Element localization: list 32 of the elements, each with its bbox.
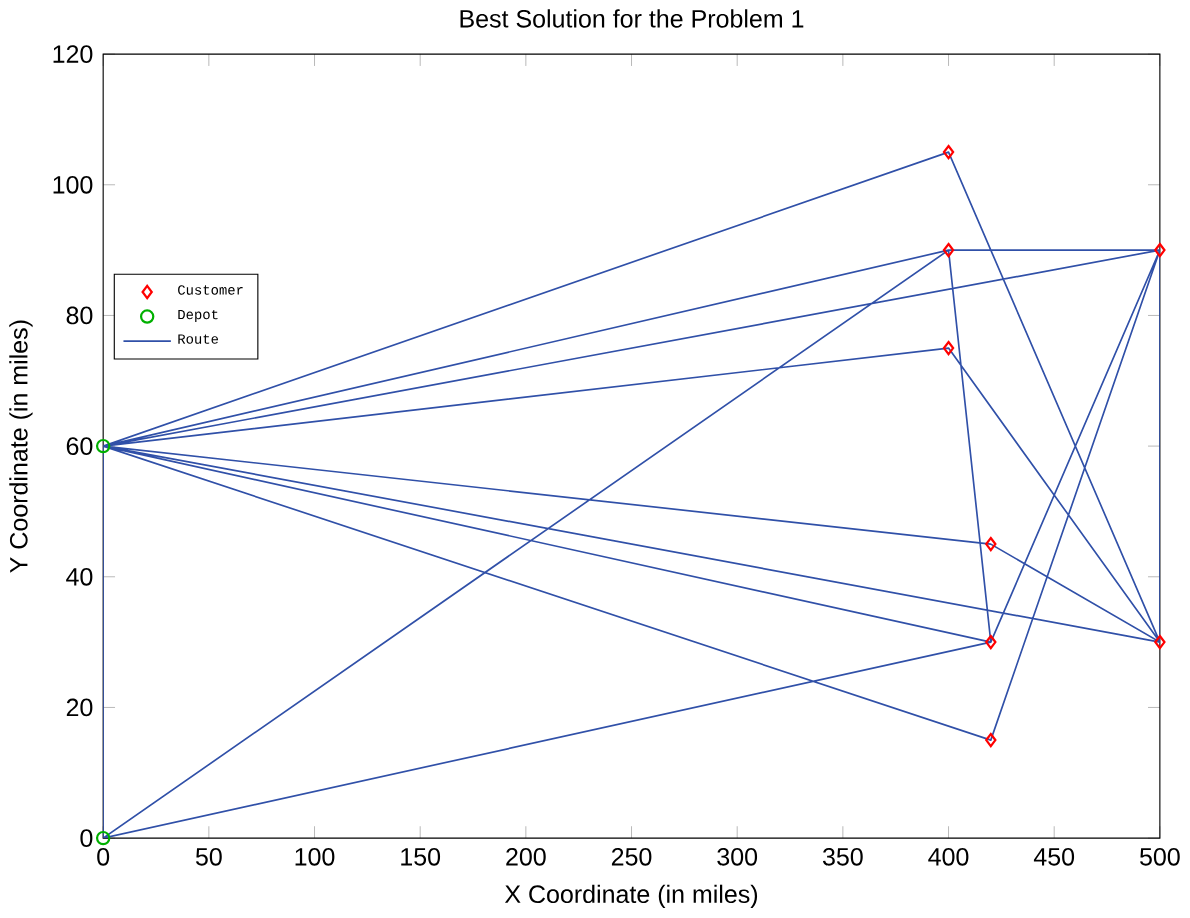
point [985, 635, 997, 650]
y-axis-title: Y Coordinate (in miles) [9, 320, 33, 574]
x-tick-label: 250 [611, 848, 652, 867]
point [1154, 635, 1166, 650]
y-tick-label: 120 [53, 45, 93, 64]
x-tick-label: 400 [928, 848, 969, 867]
x-tick-label: 200 [506, 848, 546, 867]
point [942, 243, 955, 258]
point [942, 341, 955, 356]
x-tick-label: 0 [97, 848, 110, 867]
y-tick-label: 100 [53, 176, 93, 195]
x-tick-label: 450 [1033, 848, 1075, 867]
point [95, 831, 111, 846]
point [985, 537, 997, 552]
point [95, 439, 111, 454]
x-tick-label: 50 [195, 848, 222, 867]
y-tick-label: 0 [80, 829, 93, 848]
x-axis-title: X Coordinate (in miles) [504, 885, 758, 909]
y-tick-label: 20 [66, 698, 93, 717]
y-tick-label: 40 [66, 568, 93, 587]
x-tick-label: 300 [717, 848, 758, 867]
point [942, 145, 955, 160]
x-tick-label: 500 [1140, 848, 1180, 867]
point [1154, 243, 1166, 258]
x-tick-label: 350 [822, 848, 863, 867]
y-tick-label: 60 [66, 437, 93, 456]
x-tick-label: 150 [401, 848, 441, 867]
y-tick-label: 80 [66, 306, 93, 325]
point [985, 733, 997, 748]
x-tick-label: 100 [295, 848, 335, 867]
chart-title: Best Solution for the Problem 1 [460, 9, 804, 29]
line-series [103, 151, 1160, 839]
